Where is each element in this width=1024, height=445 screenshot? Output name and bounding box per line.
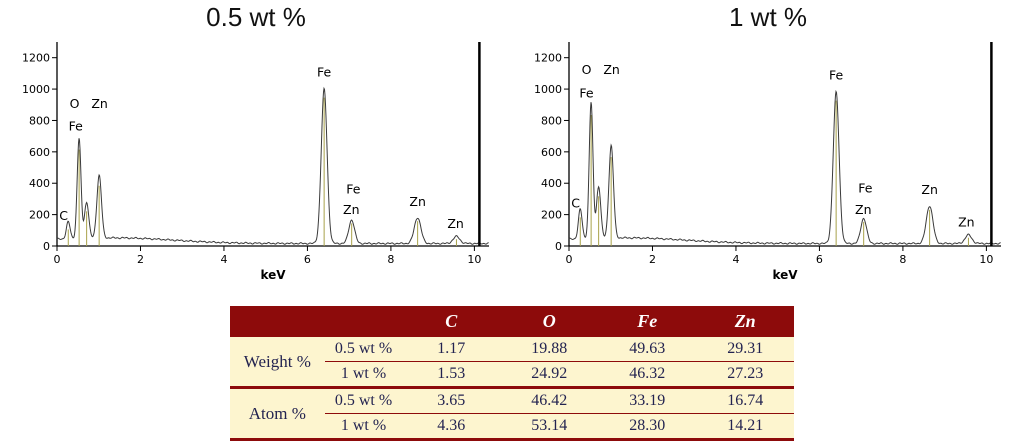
table-value-cell: 3.65 <box>402 386 501 414</box>
element-label: Fe <box>858 181 873 196</box>
y-tick-label: 0 <box>555 240 562 253</box>
element-label: Zn <box>343 202 360 217</box>
y-tick-label: 400 <box>541 177 562 190</box>
x-tick-label: 6 <box>304 253 311 266</box>
y-tick-label: 1200 <box>22 52 50 65</box>
row-sublabel: 1 wt % <box>340 417 387 434</box>
table-row: Atom % 0.5 wt % 3.65 46.42 33.19 16.74 <box>229 386 795 440</box>
table-value-cell: 49.63 <box>598 337 697 362</box>
table-value-cell: 4.36 <box>437 417 466 434</box>
row-group-label: Atom % <box>229 386 325 440</box>
y-tick-label: 800 <box>541 114 562 127</box>
table-value-cell: 16.74 <box>696 386 795 414</box>
chart-title-1wt: 1 wt % <box>728 2 808 32</box>
element-label: Fe <box>579 86 594 101</box>
x-tick-label: 4 <box>220 253 227 266</box>
element-label: Fe <box>346 181 361 196</box>
table-header-row: C O Fe Zn <box>229 306 795 337</box>
element-label: Zn <box>958 214 975 229</box>
element-label: C <box>571 196 580 211</box>
col-header-C: C <box>402 306 501 337</box>
table-value-cell: 27.23 <box>727 365 764 382</box>
row-group-label: Weight % <box>243 351 311 371</box>
row-sublabel: 1 wt % <box>340 365 387 382</box>
element-label: Fe <box>317 65 332 80</box>
element-label: Zn <box>91 96 108 111</box>
y-tick-label: 1000 <box>22 83 50 96</box>
y-tick-label: 200 <box>541 209 562 222</box>
table-value-cell: 46.42 <box>500 386 599 414</box>
y-tick-label: 1000 <box>534 83 562 96</box>
charts-row: 0.5 wt % 0 200 400 600 800 1000 1200 0 2 4 6 8 10 keV… <box>0 0 1024 284</box>
col-header-Zn: Zn <box>696 306 795 337</box>
x-axis-label: keV <box>772 268 798 282</box>
y-tick-label: 600 <box>29 146 50 159</box>
x-tick-label: 4 <box>732 253 739 266</box>
x-tick-label: 0 <box>54 253 61 266</box>
element-label: Zn <box>409 194 426 209</box>
element-label: Zn <box>447 216 464 231</box>
x-tick-label: 10 <box>979 253 993 266</box>
x-tick-label: 6 <box>816 253 823 266</box>
col-header-Fe: Fe <box>598 306 697 337</box>
composition-table: C O Fe Zn Weight % 0.5 wt % 1.17 19.88 49.63 29.3… <box>229 306 795 441</box>
table-value-cell: 1.53 <box>437 365 466 382</box>
x-tick-label: 8 <box>899 253 906 266</box>
table-value-cell: 33.19 <box>598 386 697 414</box>
spectrum-trace <box>568 89 1001 245</box>
element-label: Fe <box>69 119 84 134</box>
element-label: C <box>59 208 68 223</box>
col-header-O: O <box>500 306 599 337</box>
edx-spectrum-chart-1wt: 0 200 400 600 800 1000 1200 0 2 4 6 8 10 keV O Zn Fe C Fe F… <box>534 42 1001 282</box>
x-tick-label: 2 <box>137 253 144 266</box>
table-value-cell: 24.92 <box>531 365 568 382</box>
element-label: Zn <box>855 202 872 217</box>
row-sublabel: 0.5 wt % <box>324 386 403 414</box>
table-row: 1 wt % 1.53 24.92 46.32 27.23 <box>230 362 794 388</box>
y-tick-label: 800 <box>29 114 50 127</box>
table-value-cell: 29.31 <box>696 337 795 362</box>
element-label: Zn <box>603 62 620 77</box>
element-label: Zn <box>921 182 938 197</box>
table-value-cell: 14.21 <box>727 417 764 434</box>
table-value-cell: 19.88 <box>500 337 599 362</box>
table-row: 1 wt % 4.36 53.14 28.30 14.21 <box>230 414 794 440</box>
y-tick-label: 0 <box>43 240 50 253</box>
table-row: Weight % 0.5 wt % 1.17 19.88 49.63 29.31 <box>230 337 795 371</box>
element-label: O <box>70 96 80 111</box>
table-value-cell: 53.14 <box>531 417 568 434</box>
spectrum-trace <box>56 86 489 245</box>
table-header-corner <box>229 306 403 337</box>
table-value-cell: 28.30 <box>629 417 666 434</box>
y-tick-label: 600 <box>541 146 562 159</box>
chart-title-05wt: 0.5 wt % <box>206 2 306 32</box>
spectrum-block-05wt: 0.5 wt % 0 200 400 600 800 1000 1200 0 2 4 6 8 10 keV… <box>0 0 512 284</box>
y-tick-label: 200 <box>29 209 50 222</box>
x-axis-label: keV <box>260 268 286 282</box>
x-tick-label: 10 <box>467 253 481 266</box>
x-tick-label: 2 <box>649 253 656 266</box>
row-sublabel: 0.5 wt % <box>324 337 403 362</box>
element-label: Fe <box>829 68 844 83</box>
table-value-cell: 1.17 <box>402 337 501 362</box>
table-value-cell: 46.32 <box>629 365 666 382</box>
spectrum-block-1wt: 1 wt % 0 200 400 600 800 1000 1200 0 2 4 6 8 10 keV O Z… <box>512 0 1024 284</box>
x-tick-label: 8 <box>387 253 394 266</box>
y-tick-label: 1200 <box>534 52 562 65</box>
edx-spectrum-chart-05wt: 0 200 400 600 800 1000 1200 0 2 4 6 8 10 keV O Zn Fe C Fe F… <box>22 42 489 282</box>
y-tick-label: 400 <box>29 177 50 190</box>
table-wrap: C O Fe Zn Weight % 0.5 wt % 1.17 19.88 49.63 29.3… <box>0 306 1024 441</box>
element-label: O <box>582 62 592 77</box>
x-tick-label: 0 <box>566 253 573 266</box>
